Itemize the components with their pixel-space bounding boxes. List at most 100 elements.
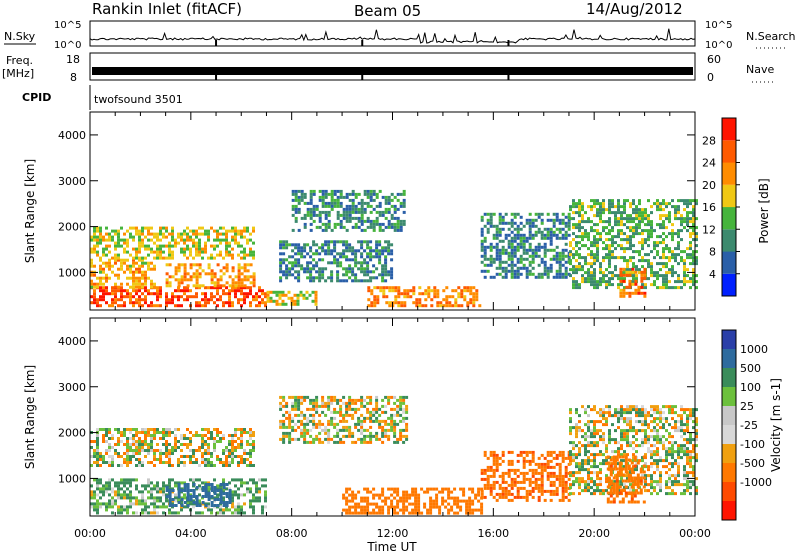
data-cell: [99, 505, 102, 509]
data-cell: [309, 413, 313, 417]
data-cell: [462, 487, 466, 491]
data-cell: [555, 218, 559, 222]
data-cell: [351, 225, 355, 229]
data-cell: [171, 253, 174, 257]
data-cell: [584, 411, 587, 415]
data-cell: [183, 443, 186, 446]
data-cell: [495, 245, 499, 249]
data-cell: [381, 410, 385, 414]
data-cell: [297, 243, 301, 247]
data-cell: [156, 235, 159, 239]
data-cell: [590, 477, 593, 481]
data-cell: [297, 252, 301, 256]
data-cell: [581, 277, 584, 281]
data-cell: [240, 455, 243, 458]
data-cell: [114, 449, 117, 452]
data-cell: [495, 468, 499, 472]
data-cell: [578, 214, 581, 218]
data-cell: [599, 492, 602, 496]
data-cell: [632, 459, 635, 463]
data-cell: [689, 286, 692, 290]
data-cell: [207, 238, 210, 242]
data-cell: [363, 279, 367, 283]
data-cell: [405, 437, 409, 441]
data-cell: [561, 453, 565, 457]
data-cell: [686, 220, 689, 224]
data-cell: [138, 270, 141, 274]
data-cell: [246, 229, 249, 233]
data-cell: [605, 208, 608, 212]
data-cell: [605, 444, 608, 448]
data-cell: [372, 276, 376, 280]
data-cell: [572, 205, 575, 209]
data-cell: [457, 292, 461, 296]
data-cell: [528, 263, 532, 267]
data-cell: [231, 284, 235, 288]
data-cell: [132, 256, 135, 260]
data-cell: [418, 286, 422, 290]
data-cell: [111, 496, 114, 500]
data-cell: [315, 395, 319, 399]
data-cell: [312, 213, 316, 217]
data-cell: [363, 416, 367, 420]
data-cell: [614, 205, 617, 209]
data-cell: [372, 207, 376, 211]
data-cell: [219, 437, 222, 440]
data-cell: [300, 428, 304, 432]
data-cell: [402, 508, 406, 512]
data-cell: [635, 229, 638, 233]
data-cell: [611, 283, 614, 287]
data-cell: [345, 413, 349, 417]
data-cell: [634, 279, 638, 283]
data-cell: [348, 425, 352, 429]
data-cell: [549, 474, 553, 478]
data-cell: [321, 422, 325, 426]
data-cell: [471, 487, 475, 491]
data-cell: [625, 291, 629, 295]
data-cell: [357, 422, 361, 426]
data-cell: [228, 481, 231, 485]
data-cell: [569, 417, 572, 421]
data-cell: [189, 250, 192, 254]
data-cell: [378, 225, 382, 229]
data-cell: [204, 295, 207, 299]
data-cell: [626, 441, 629, 445]
data-cell: [450, 496, 454, 500]
data-cell: [288, 431, 292, 435]
data-cell: [608, 405, 611, 409]
data-cell: [510, 224, 514, 228]
data-cell: [180, 449, 183, 452]
data-cell: [381, 264, 385, 268]
data-cell: [396, 413, 400, 417]
data-cell: [683, 277, 686, 281]
data-cell: [354, 425, 358, 429]
data-cell: [114, 241, 117, 245]
data-cell: [177, 281, 181, 285]
nsky-lo-label: 10^0: [54, 40, 81, 51]
data-cell: [285, 425, 289, 429]
data-cell: [635, 223, 638, 227]
data-cell: [210, 281, 214, 285]
data-cell: [393, 511, 397, 515]
data-cell: [192, 481, 195, 485]
data-cell: [572, 474, 575, 478]
data-cell: [249, 286, 252, 290]
data-cell: [237, 241, 240, 245]
data-cell: [327, 422, 331, 426]
data-cell: [390, 407, 394, 411]
data-cell: [552, 471, 556, 475]
data-cell: [375, 192, 379, 196]
data-cell: [201, 489, 205, 492]
data-cell: [641, 259, 644, 263]
data-cell: [540, 230, 544, 234]
data-cell: [336, 428, 340, 432]
data-cell: [105, 292, 108, 296]
data-cell: [608, 259, 611, 263]
data-cell: [162, 256, 165, 260]
data-cell: [318, 252, 322, 256]
data-cell: [381, 499, 385, 503]
data-cell: [150, 292, 153, 296]
data-cell: [105, 301, 108, 305]
data-cell: [522, 456, 526, 460]
data-cell: [120, 226, 123, 230]
